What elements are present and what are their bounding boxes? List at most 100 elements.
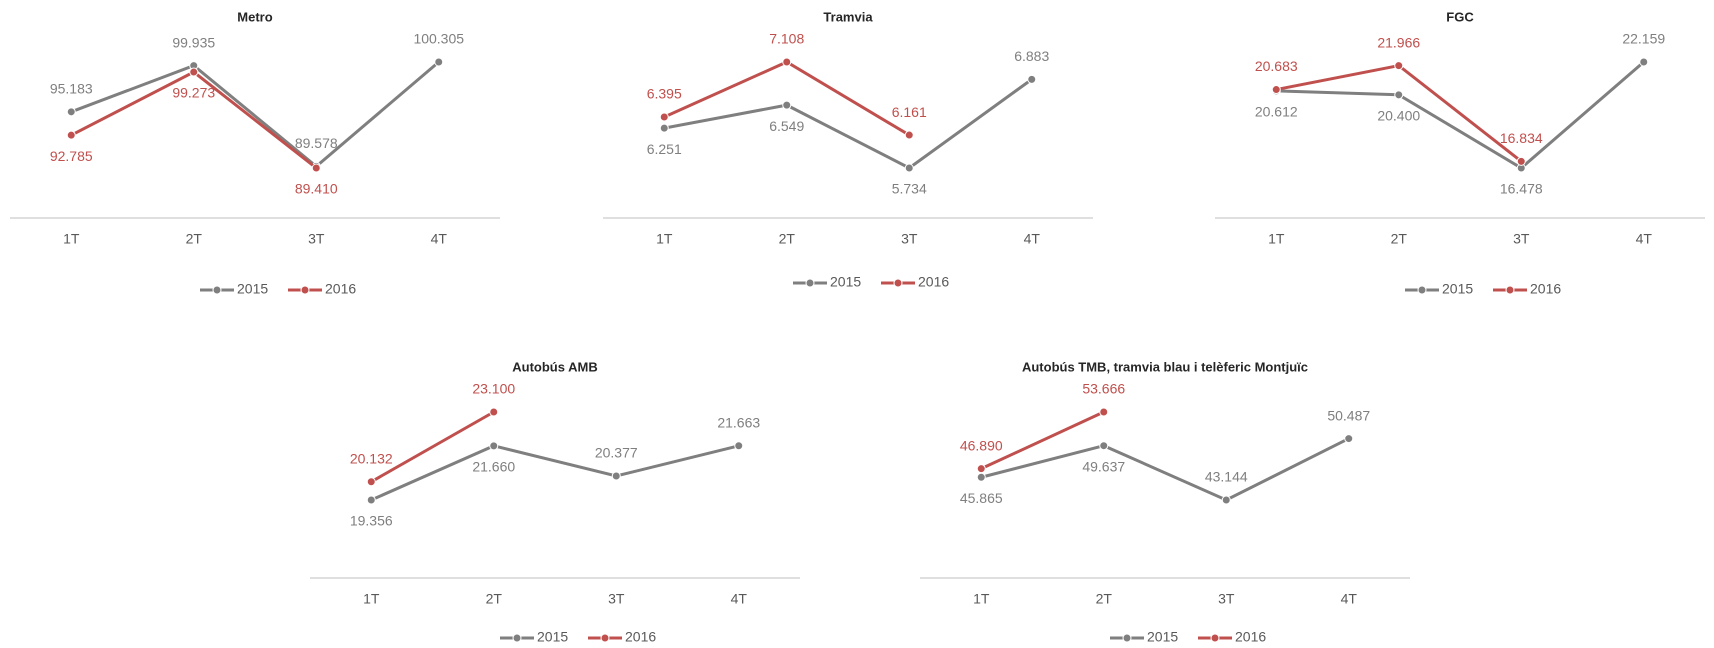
point <box>1516 156 1526 166</box>
data-label: 53.666 <box>1082 381 1125 397</box>
series-line <box>980 410 1105 471</box>
data-label: 99.273 <box>172 85 215 101</box>
x-tick-label: 2T <box>1391 231 1408 247</box>
series-line <box>1276 60 1645 170</box>
point <box>611 471 621 481</box>
legend-label: 2015 <box>1147 629 1178 645</box>
data-label: 50.487 <box>1327 407 1370 423</box>
data-label: 89.410 <box>295 181 338 197</box>
point <box>434 57 444 67</box>
series-line <box>70 60 440 169</box>
data-label: 19.356 <box>350 513 393 529</box>
x-tick-label: 2T <box>186 231 203 247</box>
legend-label: 2016 <box>1235 629 1266 645</box>
legend-label: 2016 <box>325 281 356 297</box>
point <box>659 123 669 133</box>
x-tick-label: 3T <box>608 591 625 607</box>
x-tick-label: 4T <box>1636 231 1653 247</box>
x-tick-label: 2T <box>779 231 796 247</box>
series-line <box>370 410 495 484</box>
chart-title: FGC <box>1446 9 1474 24</box>
data-label: 89.578 <box>295 135 338 151</box>
data-label: 5.734 <box>892 181 927 197</box>
point <box>311 163 321 173</box>
chart-title: Tramvia <box>823 9 873 24</box>
data-label: 46.890 <box>960 437 1003 453</box>
point <box>1099 407 1109 417</box>
legend-label: 2015 <box>237 281 268 297</box>
point <box>904 130 914 140</box>
x-tick-label: 3T <box>1513 231 1530 247</box>
x-tick-label: 1T <box>63 231 80 247</box>
point <box>1394 90 1404 100</box>
data-label: 6.549 <box>769 118 804 134</box>
point <box>366 477 376 487</box>
point <box>66 130 76 140</box>
legend-marker <box>1210 633 1220 643</box>
x-tick-label: 3T <box>901 231 918 247</box>
data-label: 20.612 <box>1255 104 1298 120</box>
x-tick-label: 1T <box>1268 231 1285 247</box>
point <box>1394 61 1404 71</box>
point <box>734 441 744 451</box>
data-label: 99.935 <box>172 34 215 50</box>
data-label: 16.478 <box>1500 181 1543 197</box>
point <box>1639 57 1649 67</box>
chart-title: Metro <box>237 9 272 24</box>
chart-title: Autobús AMB <box>512 359 597 374</box>
point <box>1099 441 1109 451</box>
x-tick-label: 2T <box>1096 591 1113 607</box>
x-tick-label: 1T <box>656 231 673 247</box>
data-label: 6.251 <box>647 141 682 157</box>
legend-label: 2015 <box>537 629 568 645</box>
legend-label: 2016 <box>625 629 656 645</box>
data-label: 21.663 <box>717 414 760 430</box>
legend-label: 2016 <box>918 274 949 290</box>
x-tick-label: 4T <box>1341 591 1358 607</box>
data-label: 6.395 <box>647 86 682 102</box>
x-tick-label: 1T <box>973 591 990 607</box>
data-label: 16.834 <box>1500 130 1543 146</box>
point <box>904 163 914 173</box>
point <box>1221 495 1231 505</box>
data-label: 7.108 <box>769 31 804 47</box>
legend-marker <box>1505 285 1515 295</box>
x-tick-label: 3T <box>308 231 325 247</box>
data-label: 21.966 <box>1377 34 1420 50</box>
data-label: 20.683 <box>1255 58 1298 74</box>
x-tick-label: 4T <box>731 591 748 607</box>
point <box>1344 434 1354 444</box>
data-label: 23.100 <box>472 381 515 397</box>
data-label: 20.400 <box>1377 108 1420 124</box>
data-label: 95.183 <box>50 81 93 97</box>
data-label: 100.305 <box>413 31 464 47</box>
point <box>976 464 986 474</box>
legend-label: 2015 <box>1442 281 1473 297</box>
data-label: 49.637 <box>1082 458 1125 474</box>
x-tick-label: 4T <box>431 231 448 247</box>
x-tick-label: 3T <box>1218 591 1235 607</box>
data-label: 20.132 <box>350 450 393 466</box>
x-tick-label: 2T <box>486 591 503 607</box>
legend-marker <box>1417 285 1427 295</box>
data-label: 92.785 <box>50 148 93 164</box>
data-label: 21.660 <box>472 459 515 475</box>
legend-marker <box>300 285 310 295</box>
point <box>1027 74 1037 84</box>
legend-marker <box>805 278 815 288</box>
series-line <box>370 444 740 502</box>
point <box>189 67 199 77</box>
point <box>489 407 499 417</box>
point <box>1271 85 1281 95</box>
legend-label: 2016 <box>1530 281 1561 297</box>
point <box>782 100 792 110</box>
point <box>489 441 499 451</box>
point <box>66 107 76 117</box>
point <box>976 472 986 482</box>
chart-title: Autobús TMB, tramvia blau i telèferic Mo… <box>1022 359 1308 374</box>
legend-marker <box>212 285 222 295</box>
point <box>782 57 792 67</box>
data-label: 6.883 <box>1014 48 1049 64</box>
point <box>659 112 669 122</box>
